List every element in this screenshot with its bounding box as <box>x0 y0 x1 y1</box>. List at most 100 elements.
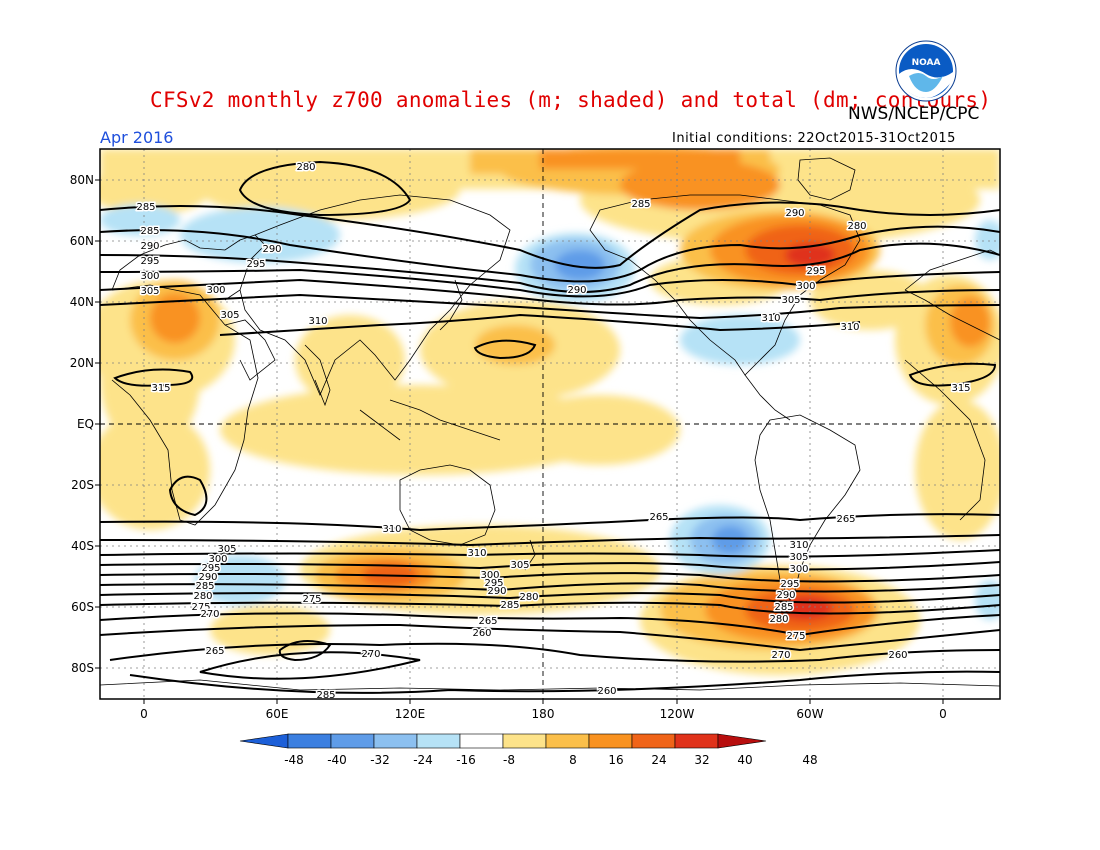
contour-label: 280 <box>769 614 788 625</box>
lat-label-40n: 40N <box>69 295 94 309</box>
contour-label: 305 <box>781 295 800 306</box>
contour-label: 295 <box>484 578 503 589</box>
contour-label: 305 <box>510 560 529 571</box>
colorbar-swatch <box>545 733 590 749</box>
contour-label: 300 <box>206 285 225 296</box>
contour-label: 295 <box>246 259 265 270</box>
contour-label: 315 <box>151 383 170 394</box>
lon-label-60e: 60E <box>265 707 289 721</box>
contour-label: 305 <box>789 552 808 563</box>
lat-label-80n: 80N <box>69 173 94 187</box>
colorbar-label: -24 <box>413 753 433 767</box>
contour-label: 285 <box>500 600 519 611</box>
lat-label-60n: 60N <box>69 234 94 248</box>
contour-label: 285 <box>631 199 650 210</box>
contour-label: 270 <box>200 609 219 620</box>
contour-label: 260 <box>888 650 907 661</box>
contour-label: 295 <box>780 579 799 590</box>
contour-label: 290 <box>487 586 506 597</box>
lat-label-60s: 60S <box>71 600 94 614</box>
svg-text:NOAA: NOAA <box>912 58 941 68</box>
contour-label: 300 <box>208 554 227 565</box>
contour-label: 300 <box>140 271 159 282</box>
lon-label-180: 180 <box>531 707 555 721</box>
contour-label: 310 <box>789 540 808 551</box>
contour-label: 265 <box>478 616 497 627</box>
contour-label: 300 <box>789 564 808 575</box>
colorbar-label: 8 <box>569 753 577 767</box>
contour-label: 295 <box>140 256 159 267</box>
colorbar-label: -40 <box>327 753 347 767</box>
colorbar-label: -32 <box>370 753 390 767</box>
contour-label: 280 <box>296 162 315 173</box>
colorbar-swatch <box>588 733 633 749</box>
contour-label: 305 <box>220 310 239 321</box>
contour-label: 280 <box>519 592 538 603</box>
initial-conditions: Initial conditions: 22Oct2015-31Oct2015 <box>672 131 956 146</box>
lat-label-eq: EQ <box>76 417 94 431</box>
noaa-logo: NOAA <box>895 40 957 102</box>
lat-label-20s: 20S <box>71 478 94 492</box>
contour-label: 275 <box>191 602 210 613</box>
colorbar-label: 16 <box>608 753 624 767</box>
agency-label: NWS/NCEP/CPC <box>848 104 980 124</box>
contour-label: 290 <box>567 285 586 296</box>
contour-label: 290 <box>785 208 804 219</box>
contour-label: 310 <box>761 313 780 324</box>
colorbar-swatch <box>416 733 461 749</box>
contour-label: 285 <box>136 202 155 213</box>
colorbar-label: -8 <box>503 753 515 767</box>
contour-label: 265 <box>205 646 224 657</box>
colorbar-label: -16 <box>456 753 476 767</box>
contour-label: 270 <box>361 649 380 660</box>
colorbar-swatch <box>459 733 504 749</box>
lon-label-120w: 120W <box>659 707 695 721</box>
forecast-period: Apr 2016 <box>100 128 174 147</box>
contour-label: 290 <box>776 590 795 601</box>
colorbar-swatch <box>631 733 676 749</box>
contour-label: 310 <box>382 524 401 535</box>
lon-label-60w: 60W <box>796 707 824 721</box>
lon-label-120e: 120E <box>394 707 426 721</box>
map-title: CFSv2 monthly z700 anomalies (m; shaded)… <box>150 88 992 112</box>
lat-label-80s: 80S <box>71 661 94 675</box>
contour-label: 280 <box>193 591 212 602</box>
colorbar-arrow-right <box>717 733 767 749</box>
contour-label: 260 <box>597 686 616 697</box>
contour-label: 285 <box>774 602 793 613</box>
colorbar-swatch <box>502 733 547 749</box>
colorbar-swatch <box>330 733 375 749</box>
contour-label: 290 <box>198 572 217 583</box>
contour-label: 265 <box>836 514 855 525</box>
contour-label: 300 <box>796 281 815 292</box>
contour-label: 305 <box>140 286 159 297</box>
contour-label: 290 <box>262 244 281 255</box>
contour-label: 265 <box>649 512 668 523</box>
colorbar-label: 32 <box>694 753 710 767</box>
colorbar-label: -48 <box>284 753 304 767</box>
lat-label-20n: 20N <box>69 356 94 370</box>
colorbar-label: 24 <box>651 753 667 767</box>
map-grid <box>100 149 1000 699</box>
contour-label: 300 <box>480 570 499 581</box>
contour-label: 315 <box>951 383 970 394</box>
height-contours <box>100 160 1000 694</box>
lat-label-40s: 40S <box>71 539 94 553</box>
lon-label-0-west: 0 <box>140 707 148 721</box>
contour-label: 260 <box>472 628 491 639</box>
contour-label: 290 <box>140 241 159 252</box>
contour-label: 275 <box>302 594 321 605</box>
colorbar-swatch <box>674 733 719 749</box>
lon-label-0-east: 0 <box>939 707 947 721</box>
colorbar-swatch <box>373 733 418 749</box>
contour-label: 295 <box>201 563 220 574</box>
contour-label: 310 <box>308 316 327 327</box>
contour-label: 285 <box>140 226 159 237</box>
contour-label: 285 <box>195 581 214 592</box>
colorbar-label: 48 <box>802 753 818 767</box>
contour-label: 295 <box>806 266 825 277</box>
colorbar-arrow-left <box>239 733 289 749</box>
contour-label: 275 <box>786 631 805 642</box>
contour-label: 270 <box>771 650 790 661</box>
contour-label: 310 <box>840 322 859 333</box>
